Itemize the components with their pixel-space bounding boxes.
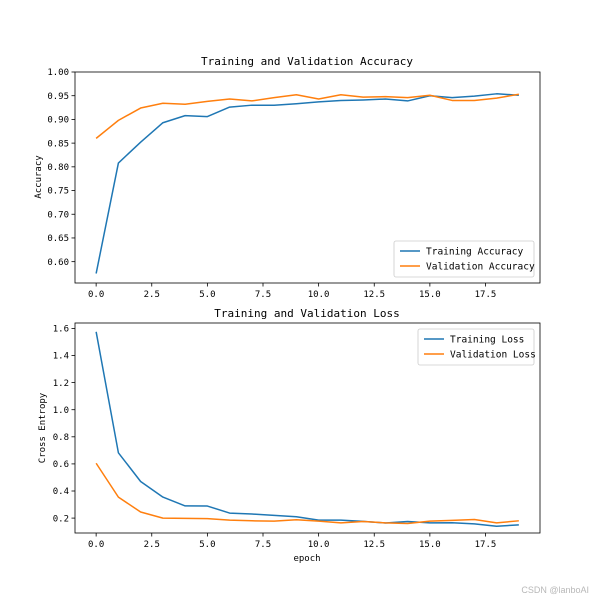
y-tick-label: 0.65 <box>47 234 69 244</box>
y-tick-label: 0.85 <box>47 139 69 149</box>
y-tick-label: 0.8 <box>53 433 69 443</box>
x-tick-label: 10.0 <box>308 290 330 300</box>
series-line-validation-accuracy <box>95 93 519 139</box>
y-tick-label: 0.95 <box>47 92 69 102</box>
series-line-training-loss <box>95 331 519 527</box>
x-tick-label: 5.0 <box>199 290 215 300</box>
loss-x-axis-label: epoch <box>293 554 320 564</box>
legend-entry: Training Accuracy <box>426 246 524 257</box>
loss-plot-area <box>74 322 541 534</box>
plot-frame <box>74 71 541 284</box>
x-tick-label: 12.5 <box>363 290 385 300</box>
y-tick-label: 0.70 <box>47 210 69 220</box>
series-line-validation-loss <box>95 462 519 525</box>
x-tick-label: 7.5 <box>255 290 271 300</box>
legend-box <box>417 328 535 366</box>
x-tick-label: 17.5 <box>475 290 497 300</box>
legend-entry: Validation Loss <box>450 349 536 360</box>
accuracy-y-axis-label: Accuracy <box>34 155 44 199</box>
accuracy-legend: Training Accuracy Validation Accuracy <box>393 240 535 278</box>
y-tick-label: 0.75 <box>47 187 69 197</box>
x-tick-label: 15.0 <box>419 290 441 300</box>
y-tick-label: 0.6 <box>53 460 69 470</box>
y-tick-label: 0.4 <box>53 487 69 497</box>
y-tick-label: 1.6 <box>53 325 69 335</box>
y-tick-label: 0.80 <box>47 163 69 173</box>
y-tick-label: 1.00 <box>47 68 69 78</box>
loss-y-ticks: 0.2 0.4 0.6 0.8 1.0 1.2 1.4 1.6 <box>53 325 75 524</box>
x-tick-label: 10.0 <box>308 540 330 550</box>
legend-entry: Validation Accuracy <box>426 261 535 272</box>
x-tick-label: 2.5 <box>144 290 160 300</box>
y-tick-label: 1.0 <box>53 406 69 416</box>
watermark-text: CSDN @lanboAI <box>521 585 589 595</box>
loss-chart: Training and Validation Loss Cross Entro… <box>38 307 541 564</box>
x-tick-label: 7.5 <box>255 540 271 550</box>
y-tick-label: 0.90 <box>47 116 69 126</box>
accuracy-plot-area <box>74 71 541 284</box>
x-tick-label: 15.0 <box>419 540 441 550</box>
legend-entry: Training Loss <box>450 334 524 345</box>
x-tick-label: 5.0 <box>199 540 215 550</box>
loss-x-ticks: 0.0 2.5 5.0 7.5 10.0 12.5 15.0 17.5 <box>88 533 496 550</box>
y-tick-label: 1.2 <box>53 379 69 389</box>
y-tick-label: 0.60 <box>47 258 69 268</box>
accuracy-y-ticks: 0.60 0.65 0.70 0.75 0.80 0.85 0.90 0.95 1.00 <box>47 68 75 268</box>
y-tick-label: 0.2 <box>53 514 69 524</box>
legend-box <box>393 240 535 278</box>
loss-legend: Training Loss Validation Loss <box>417 328 536 366</box>
accuracy-chart-title: Training and Validation Accuracy <box>201 55 413 68</box>
loss-y-axis-label: Cross Entropy <box>38 392 48 463</box>
y-tick-label: 1.4 <box>53 352 69 362</box>
x-tick-label: 0.0 <box>88 540 104 550</box>
accuracy-x-ticks: 0.0 2.5 5.0 7.5 10.0 12.5 15.0 17.5 <box>88 283 496 300</box>
x-tick-label: 17.5 <box>475 540 497 550</box>
loss-chart-title: Training and Validation Loss <box>214 307 399 320</box>
accuracy-chart: Training and Validation Accuracy Accurac… <box>34 55 541 300</box>
x-tick-label: 2.5 <box>144 540 160 550</box>
accuracy-series-group <box>95 93 519 274</box>
series-line-training-accuracy <box>95 93 519 274</box>
plot-frame <box>74 322 541 534</box>
x-tick-label: 12.5 <box>363 540 385 550</box>
x-tick-label: 0.0 <box>88 290 104 300</box>
loss-series-group <box>95 331 519 527</box>
